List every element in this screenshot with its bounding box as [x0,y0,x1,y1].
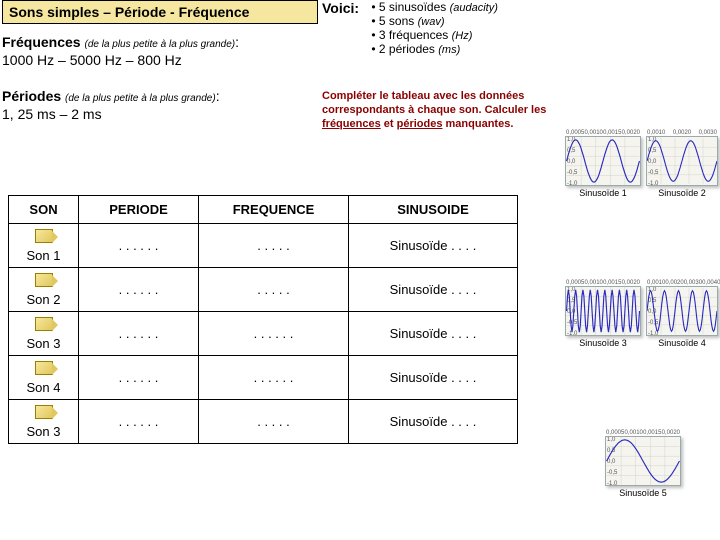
bullet-item: 5 sinusoïdes (audacity) [371,0,498,14]
sinusoid-label: Sinusoïde 1 [565,188,641,198]
periode-cell: . . . . . . [79,312,199,356]
freq-heading: Fréquences (de la plus petite à la plus … [2,34,322,50]
freq-lead: Fréquences [2,34,81,50]
periode-cell: . . . . . . [79,268,199,312]
table-row: Son 4. . . . . .. . . . . .Sinusoïde . .… [9,356,518,400]
chart-canvas: 1,00,50,0-0,5-1,0 [646,286,718,336]
data-table: SONPERIODEFREQUENCESINUSOIDE Son 1. . . … [8,195,518,444]
sinusoid-label: Sinusoïde 2 [646,188,718,198]
speaker-icon [35,317,53,331]
instr-u1: fréquences [322,118,381,130]
table-row: Son 3. . . . . .. . . . . .Sinusoïde . .… [9,312,518,356]
sinusoid-label: Sinusoïde 4 [646,338,718,348]
per-heading: Périodes (de la plus petite à la plus gr… [2,88,322,104]
periode-cell: . . . . . . [79,400,199,444]
frequence-cell: . . . . . . [199,356,349,400]
periode-cell: . . . . . . [79,356,199,400]
sinusoid-preview: 0,00050,00100,00150,00201,00,50,0-0,5-1,… [565,280,641,348]
bullet-item: 3 fréquences (Hz) [371,28,498,42]
freq-values: 1000 Hz – 5000 Hz – 800 Hz [2,52,322,68]
page-title: Sons simples – Période - Fréquence [2,0,318,24]
chart-canvas: 1,00,50,0-0,5-1,0 [565,136,641,186]
son-cell: Son 1 [9,224,79,268]
freq-paren: (de la plus petite à la plus grande) [84,39,235,50]
frequence-cell: . . . . . [199,224,349,268]
instruction-text: Compléter le tableau avec les données co… [322,90,562,131]
voici-label: Voici: [322,0,368,16]
instr-u2: périodes [397,118,443,130]
speaker-icon [35,361,53,375]
chart-canvas: 1,00,50,0-0,5-1,0 [605,436,681,486]
instr-pre: Compléter le tableau avec les données co… [322,90,546,116]
speaker-icon [35,405,53,419]
table-row: Son 3. . . . . .. . . . .Sinusoïde . . .… [9,400,518,444]
chart-canvas: 1,00,50,0-0,5-1,0 [646,136,718,186]
son-cell: Son 3 [9,312,79,356]
table-row: Son 2. . . . . .. . . . .Sinusoïde . . .… [9,268,518,312]
instr-post: manquantes. [442,118,513,130]
frequence-cell: . . . . . . [199,312,349,356]
speaker-icon [35,273,53,287]
speaker-icon [35,229,53,243]
son-cell: Son 2 [9,268,79,312]
per-values: 1, 25 ms – 2 ms [2,106,322,122]
bullet-item: 5 sons (wav) [371,14,498,28]
son-cell: Son 4 [9,356,79,400]
freq-colon: : [235,34,239,50]
per-lead: Périodes [2,88,61,104]
sinusoid-preview: 0,00100,00200,00300,00401,00,50,0-0,5-1,… [646,280,718,348]
bullet-item: 2 périodes (ms) [371,42,498,56]
table-row: Son 1. . . . . .. . . . .Sinusoïde . . .… [9,224,518,268]
table-header: SINUSOIDE [349,196,518,224]
sinusoid-label: Sinusoïde 3 [565,338,641,348]
sinusoide-cell: Sinusoïde . . . . [349,312,518,356]
table-header: PERIODE [79,196,199,224]
sinusoide-cell: Sinusoïde . . . . [349,400,518,444]
sinusoid-preview: 0,00050,00100,00150,00201,00,50,0-0,5-1,… [565,130,641,198]
chart-canvas: 1,00,50,0-0,5-1,0 [565,286,641,336]
per-paren: (de la plus petite à la plus grande) [65,93,216,104]
son-cell: Son 3 [9,400,79,444]
sinusoide-cell: Sinusoïde . . . . [349,224,518,268]
sinusoide-cell: Sinusoïde . . . . [349,356,518,400]
table-header: FREQUENCE [199,196,349,224]
sinusoid-label: Sinusoïde 5 [605,488,681,498]
table-header: SON [9,196,79,224]
sinusoide-cell: Sinusoïde . . . . [349,268,518,312]
frequence-cell: . . . . . [199,268,349,312]
sinusoid-preview: 0,00050,00100,00150,00201,00,50,0-0,5-1,… [605,430,681,498]
per-colon: : [216,88,220,104]
periode-cell: . . . . . . [79,224,199,268]
bullets-list: 5 sinusoïdes (audacity)5 sons (wav)3 fré… [371,0,498,56]
instr-mid: et [381,118,397,130]
frequence-cell: . . . . . [199,400,349,444]
sinusoid-preview: 0,00100,00200,00301,00,50,0-0,5-1,0Sinus… [646,130,718,198]
